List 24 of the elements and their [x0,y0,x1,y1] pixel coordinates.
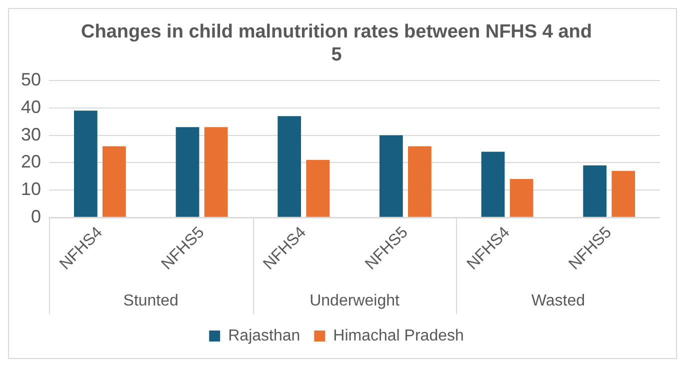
bar [583,165,607,217]
bar [408,146,432,217]
bar [74,110,98,217]
bar [176,127,200,217]
bar [204,127,228,217]
bar [306,160,330,217]
bar [278,116,302,217]
y-tick-label: 40 [20,96,42,117]
bar [379,135,403,217]
text: Underweight [310,292,400,310]
bar [481,152,505,217]
y-tick-label: 0 [31,206,42,226]
y-tick-label: 30 [20,124,42,144]
legend-label: Himachal Pradesh [333,327,464,344]
text: Stunted [123,292,178,310]
y-tick-label: 10 [20,178,42,199]
chart-title: Changes in child malnutrition rates between NFHS 4 and 5 [81,22,592,66]
y-tick-label: 20 [20,152,42,172]
y-tick-label: 50 [20,70,42,90]
bar [102,146,126,217]
text: Wasted [531,292,585,310]
bar [612,170,636,217]
bar [510,179,534,217]
legend-label: Rajasthan [228,327,300,344]
